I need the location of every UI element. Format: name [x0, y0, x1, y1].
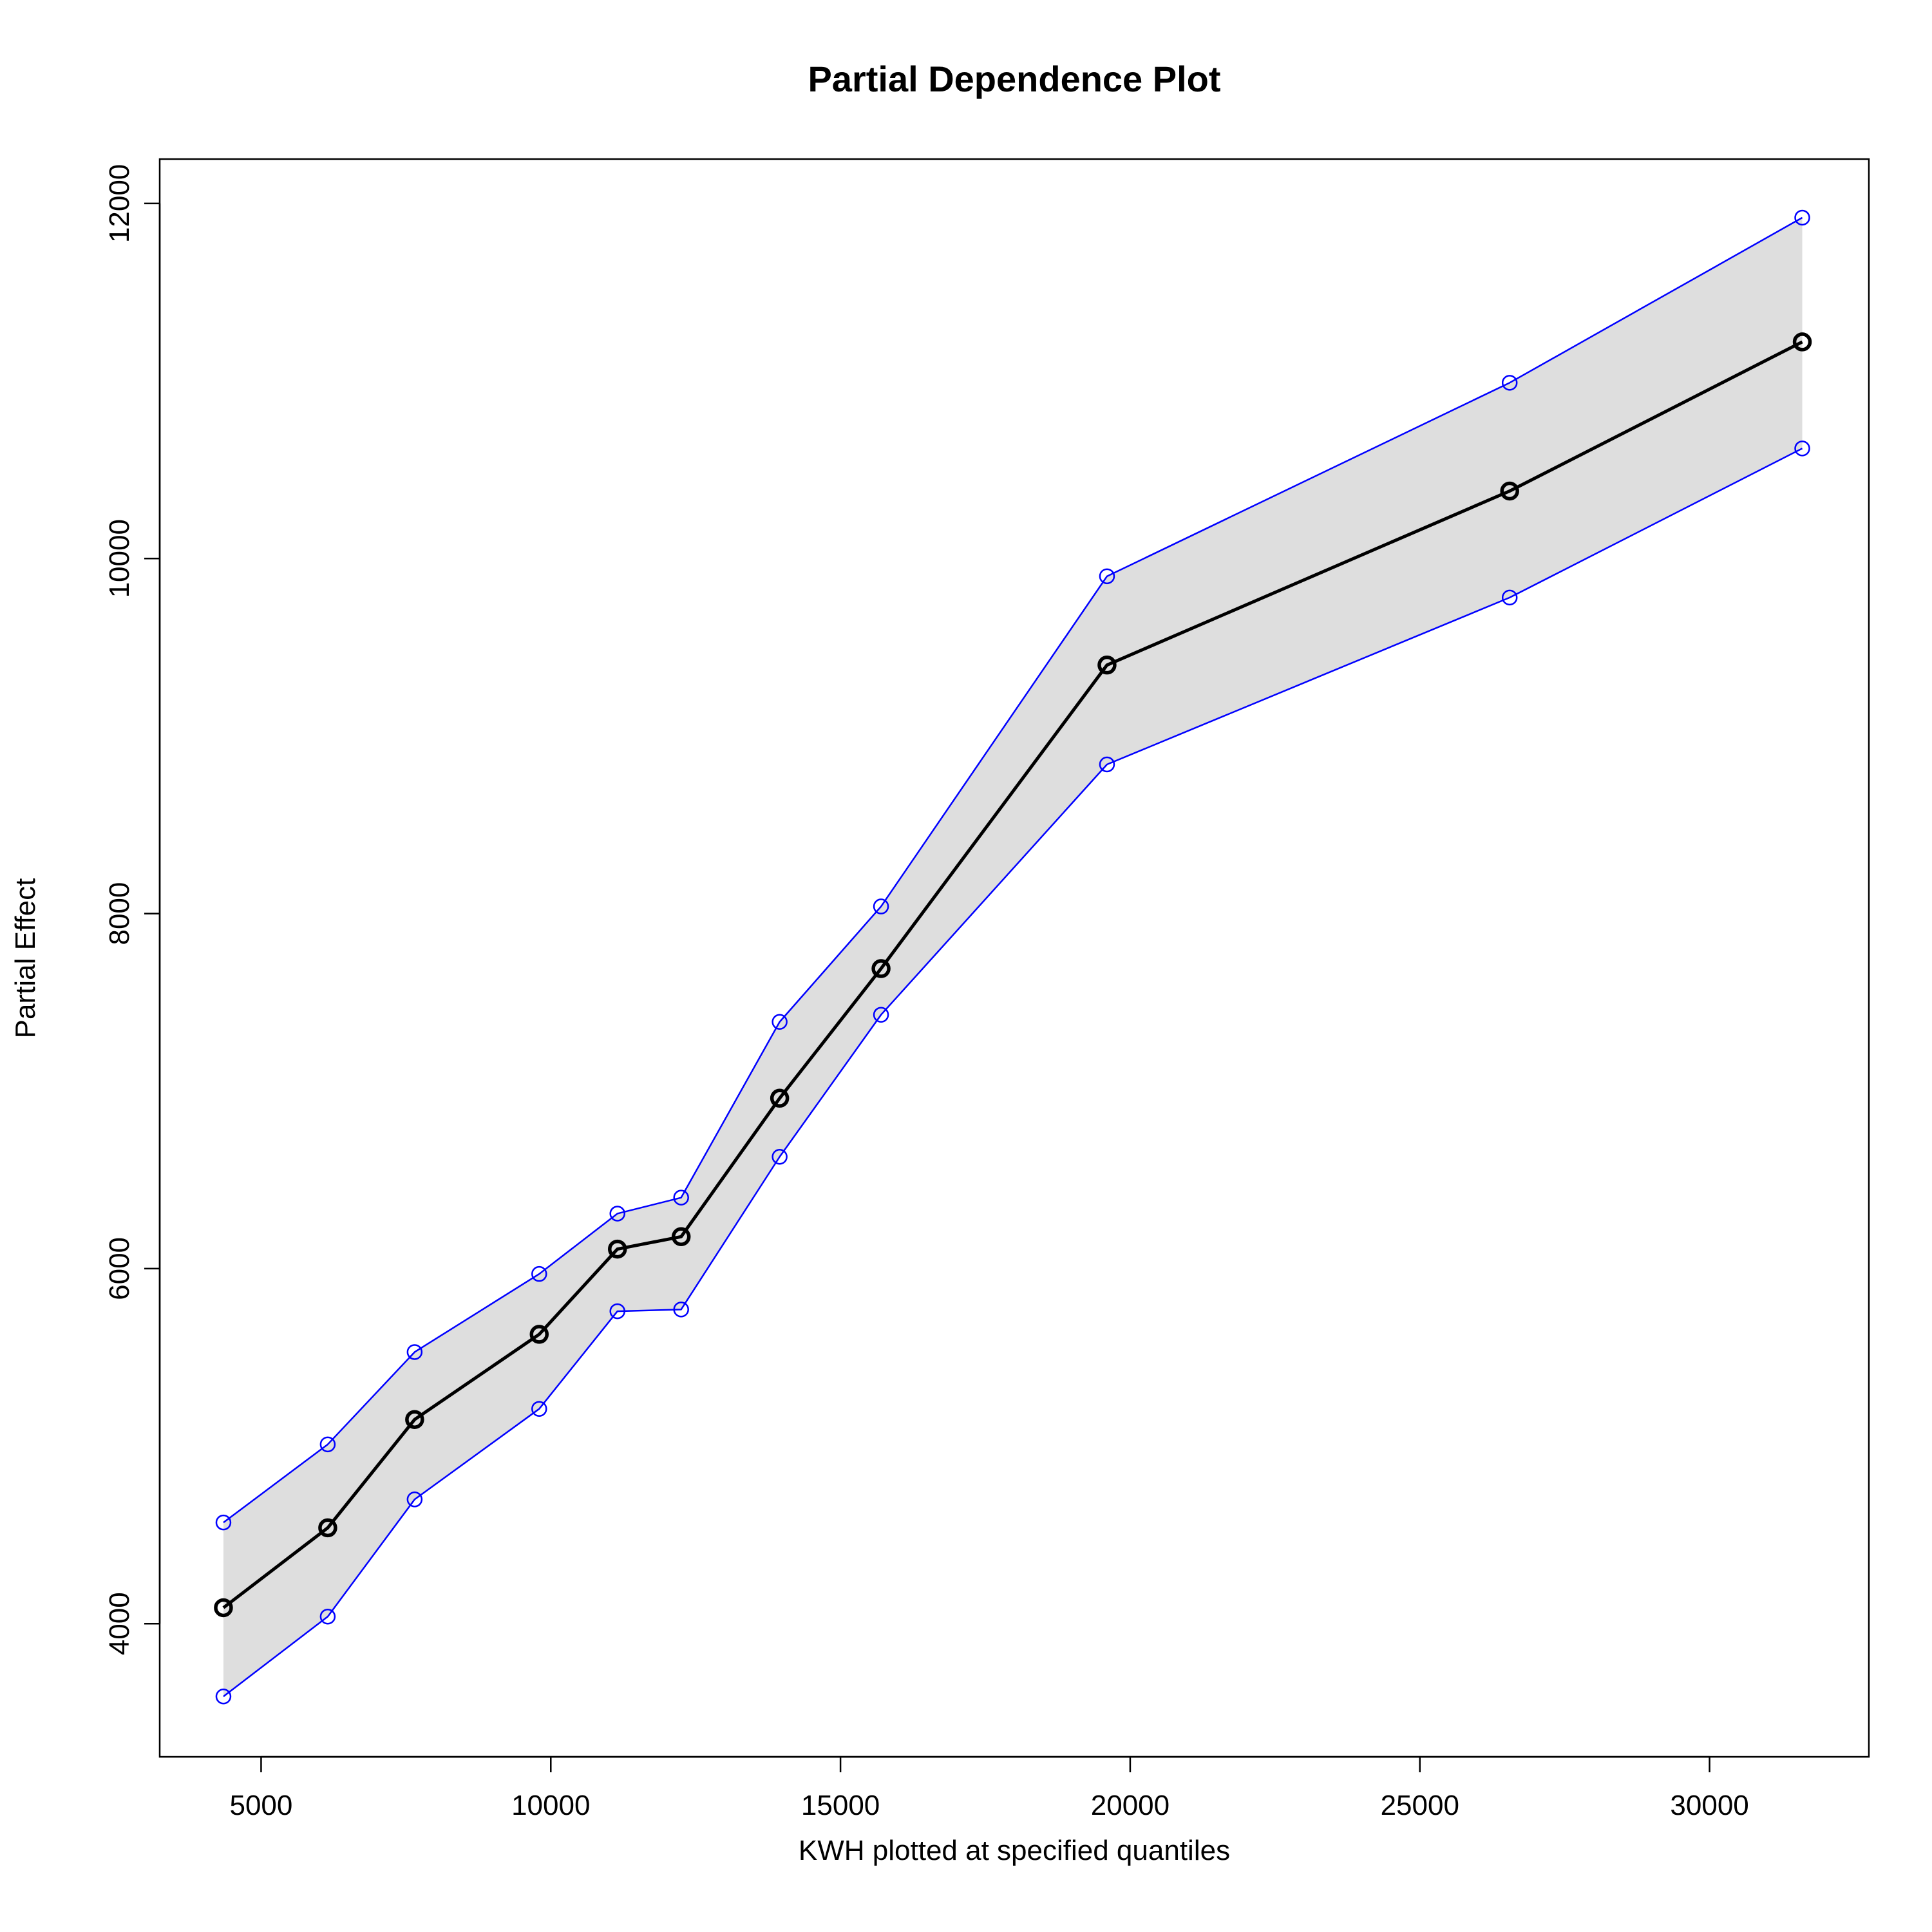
estimate-line — [222, 340, 1803, 1609]
x-tick-label: 20000 — [1091, 1790, 1170, 1821]
estimate-point — [1097, 655, 1117, 675]
upper-point — [772, 1014, 788, 1030]
lower-point — [1794, 440, 1810, 457]
y-tick-label: 10000 — [104, 519, 135, 598]
lower-point — [609, 1303, 625, 1320]
y-tick-label: 12000 — [104, 164, 135, 243]
x-tick-label: 10000 — [511, 1790, 590, 1821]
estimate-point — [1500, 481, 1519, 501]
upper-point — [873, 898, 889, 914]
lower-point — [1501, 589, 1518, 606]
x-tick-label: 25000 — [1381, 1790, 1459, 1821]
x-tick-label: 5000 — [229, 1790, 292, 1821]
chart-title: Partial Dependence Plot — [808, 59, 1220, 99]
upper-point — [215, 1514, 232, 1531]
lower-point — [873, 1007, 889, 1023]
y-tick-label: 4000 — [104, 1592, 135, 1655]
upper-point — [1099, 568, 1115, 585]
x-tick-label: 15000 — [801, 1790, 880, 1821]
upper-point — [609, 1206, 625, 1222]
y-tick-label: 6000 — [104, 1237, 135, 1300]
x-axis-label: KWH plotted at specified quantiles — [799, 1835, 1230, 1866]
estimate-point — [607, 1239, 627, 1259]
estimate-point — [1792, 332, 1812, 352]
plot-area: 5000 10000 15000 20000 25000 30000 4000 6000 800… — [104, 158, 1870, 1821]
estimate-point — [770, 1088, 790, 1108]
lower-point — [673, 1302, 689, 1318]
lower-point — [772, 1148, 788, 1165]
estimate-point — [671, 1227, 691, 1247]
lower-point — [215, 1689, 232, 1705]
lower-line — [223, 448, 1803, 1698]
upper-point — [1794, 209, 1810, 226]
estimate-point — [871, 959, 891, 978]
lower-point — [406, 1492, 423, 1508]
upper-point — [406, 1344, 423, 1360]
estimate-point — [405, 1410, 424, 1429]
estimate-point — [318, 1518, 337, 1538]
estimate-point — [214, 1598, 233, 1618]
x-tick-label: 30000 — [1670, 1790, 1748, 1821]
upper-point — [319, 1436, 336, 1453]
y-axis-label: Partial Effect — [10, 878, 41, 1039]
estimate-point — [529, 1325, 549, 1344]
y-tick-label: 8000 — [104, 882, 135, 945]
upper-point — [1501, 375, 1518, 391]
lower-point — [1099, 756, 1115, 773]
lower-point — [531, 1401, 547, 1417]
upper-line — [223, 216, 1803, 1524]
confidence-band — [223, 217, 1803, 1697]
upper-point — [531, 1265, 547, 1282]
upper-point — [673, 1189, 689, 1206]
lower-point — [319, 1608, 336, 1625]
